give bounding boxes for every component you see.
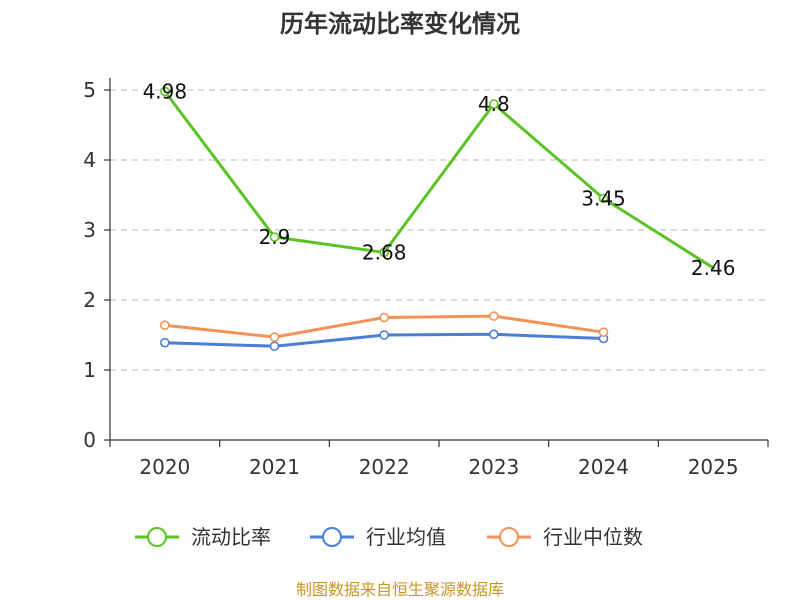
x-tick-label-2020: 2020: [139, 455, 190, 479]
legend-item-2[interactable]: 行业中位数: [487, 525, 643, 549]
legend-marker-1: [322, 527, 342, 547]
y-tick-label-5: 5: [83, 78, 96, 102]
legend-item-0[interactable]: 流动比率: [135, 525, 271, 549]
series-0-point-2024[interactable]: [598, 193, 609, 204]
legend-label-0: 流动比率: [191, 525, 271, 549]
y-tick-label-4: 4: [83, 148, 96, 172]
series-layer: [160, 86, 715, 352]
series-2-point-2021[interactable]: [269, 332, 280, 342]
legend-marker-2: [499, 527, 519, 547]
data-label-2023: 4.8: [478, 92, 510, 116]
legend[interactable]: 流动比率 行业均值 行业中位数: [135, 525, 643, 549]
data-label-2022: 2.68: [362, 240, 407, 264]
y-tick-label-1: 1: [83, 358, 96, 382]
series-1-point-2022[interactable]: [379, 330, 389, 340]
series-line-0: [163, 89, 715, 270]
legend-label-1: 行业均值: [366, 525, 446, 549]
series-1-point-2021[interactable]: [269, 341, 280, 352]
y-tick-label-0: 0: [83, 428, 96, 452]
x-tick-label-2023: 2023: [468, 455, 519, 479]
label-layer: 4.98 2.9 2.68 4.8 3.45 2.46: [143, 79, 736, 279]
y-tick-label-2: 2: [83, 288, 96, 312]
data-label-2020: 4.98: [143, 79, 188, 103]
y-tick-label-3: 3: [83, 218, 96, 242]
x-tick-label-2022: 2022: [359, 455, 410, 479]
series-0-point-2022[interactable]: [379, 247, 389, 258]
data-label-2021: 2.9: [259, 225, 291, 249]
series-2-point-2020[interactable]: [160, 320, 170, 331]
chart-title: 历年流动比率变化情况: [280, 10, 520, 38]
axis-layer: 0 1 2 3 4 5 2020 2021 2022 2023 2024 2025: [83, 78, 769, 479]
series-0-point-2023[interactable]: [489, 99, 499, 109]
series-2-point-2022[interactable]: [379, 312, 389, 323]
x-tick-label-2025: 2025: [688, 455, 739, 479]
source-text: 制图数据来自恒生聚源数据库: [296, 580, 504, 599]
series-0-point-2021[interactable]: [269, 232, 280, 242]
series-2-point-2023[interactable]: [489, 311, 499, 321]
series-2-point-2024[interactable]: [598, 327, 609, 338]
legend-item-1[interactable]: 行业均值: [310, 525, 446, 549]
series-0-point-2020[interactable]: [160, 86, 170, 97]
legend-label-2: 行业中位数: [543, 525, 643, 549]
legend-marker-0: [147, 527, 167, 547]
data-label-2024: 3.45: [581, 187, 626, 211]
grid-layer: [110, 89, 768, 371]
x-tick-label-2024: 2024: [578, 455, 629, 479]
x-tick-label-2021: 2021: [249, 455, 300, 479]
series-1-point-2023[interactable]: [489, 329, 499, 340]
series-1-point-2020[interactable]: [160, 337, 170, 348]
data-label-2025: 2.46: [691, 256, 736, 280]
